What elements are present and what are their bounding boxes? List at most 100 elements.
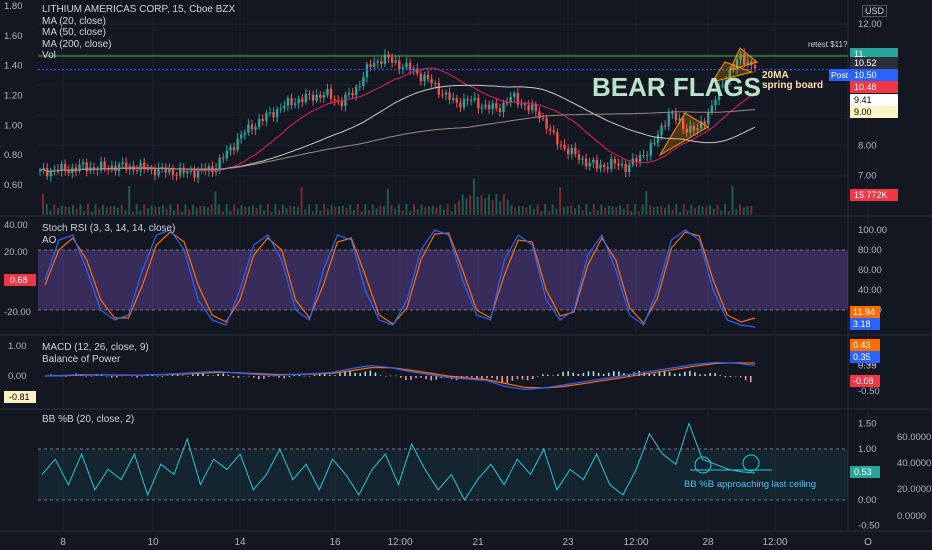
x-tick-label: 21 [472,537,484,548]
left-tick-label: 0.60 [4,180,23,191]
currency-label[interactable]: USD [862,5,888,17]
candle-body [426,74,430,80]
stoch-left-tick: 40.00 [4,220,28,231]
candle-body [135,170,139,172]
volume-bar [424,207,427,215]
candle-body [653,142,656,144]
candle-body [703,121,706,124]
volume-bar [487,194,490,215]
ma20-legend[interactable]: MA (20, close) [42,15,106,27]
stoch-title[interactable]: Stoch RSI (3, 3, 14, 14, close) [42,223,176,234]
candle-body [678,118,681,121]
macd-histogram-bar [501,376,504,383]
volume-bar [716,204,719,215]
candle-body [405,62,408,68]
macd-histogram-bar [592,371,595,376]
volume-bar [574,208,577,215]
symbol-title[interactable]: LITHIUM AMERICAS CORP, 15, Cboe BZX [42,4,236,15]
candle-body [455,97,458,103]
volume-bar [191,204,194,215]
x-tick-label: 10 [147,537,159,548]
volume-bar [338,206,341,215]
macd-histogram-bar [334,375,336,376]
macd-histogram-bar [374,372,377,376]
volume-bar [173,210,176,215]
macd-histogram-bar [90,376,93,377]
candle-body [642,155,645,157]
candle-body [689,125,692,133]
vol-legend[interactable]: Vol [42,50,56,61]
candle-body [606,167,609,169]
volume-bar [667,204,670,215]
volume-bar [634,204,637,215]
macd-histogram-bar [415,376,417,379]
macd-histogram-bar [303,375,306,377]
bb-ceiling-circle [742,454,760,472]
candle-body [240,134,243,139]
volume-bar [679,211,682,215]
candle-body [699,121,703,129]
macd-histogram-bar [749,376,752,383]
macd-histogram-bar [242,376,245,377]
candle-body [63,163,67,171]
candle-body [581,158,584,160]
bb-title[interactable]: BB %B (20, close, 2) [42,414,135,425]
volume-bar [214,191,217,215]
volume-bar [251,205,254,215]
candle-body [268,112,272,114]
volume-bar [68,207,71,215]
volume-bar [731,186,734,215]
macd-histogram-bar [268,376,270,377]
macd-histogram-bar [602,373,605,376]
volume-bar [570,205,573,215]
macd-histogram-bar [283,376,285,379]
candle-body [186,171,189,174]
candle-body [329,88,333,99]
candle-body [290,98,293,106]
candle-body [78,164,81,172]
candle-body [681,118,685,129]
macd-histogram-bar [263,376,265,379]
candle-body [556,132,559,145]
ma200-legend[interactable]: MA (200, close) [42,38,112,50]
macd-histogram-bar [557,374,559,376]
candle-body [660,125,663,135]
candle-body [369,64,372,67]
x-tick-label: 12:00 [623,537,648,548]
volume-bar [682,204,685,215]
volume-bar [559,187,562,215]
volume-bar [701,206,704,215]
bb-ceiling-circle [694,456,712,474]
candle-body [735,59,739,70]
volume-bar [690,204,693,215]
volume-bar [709,205,712,215]
macd-title[interactable]: MACD (12, 26, close, 9) [42,342,149,353]
volume-bar [210,204,213,215]
macd-histogram-bar [597,372,600,376]
candle-body [459,102,462,108]
candle-body [311,94,315,101]
volume-bar [60,205,63,215]
macd-histogram-bar [552,375,554,377]
candle-body [110,165,114,170]
candle-body [448,92,451,100]
bop-title[interactable]: Balance of Power [42,353,121,365]
x-tick-label: 16 [329,537,341,548]
candle-body [372,62,376,67]
candle-body [383,54,387,64]
candle-body [469,100,473,102]
candle-body [592,159,595,163]
volume-bar [686,210,689,215]
candle-body [513,93,516,97]
macd-histogram-bar [531,376,534,380]
price-badge [850,69,898,81]
macd-histogram-bar [273,376,275,377]
stoch-d-line [44,231,756,325]
bb-percent-line [41,421,756,501]
volume-bar [195,207,198,215]
ao-title[interactable]: AO [42,234,57,246]
candle-body [358,85,361,87]
ma50-legend[interactable]: MA (50, close) [42,27,106,38]
volume-bar [499,201,502,215]
